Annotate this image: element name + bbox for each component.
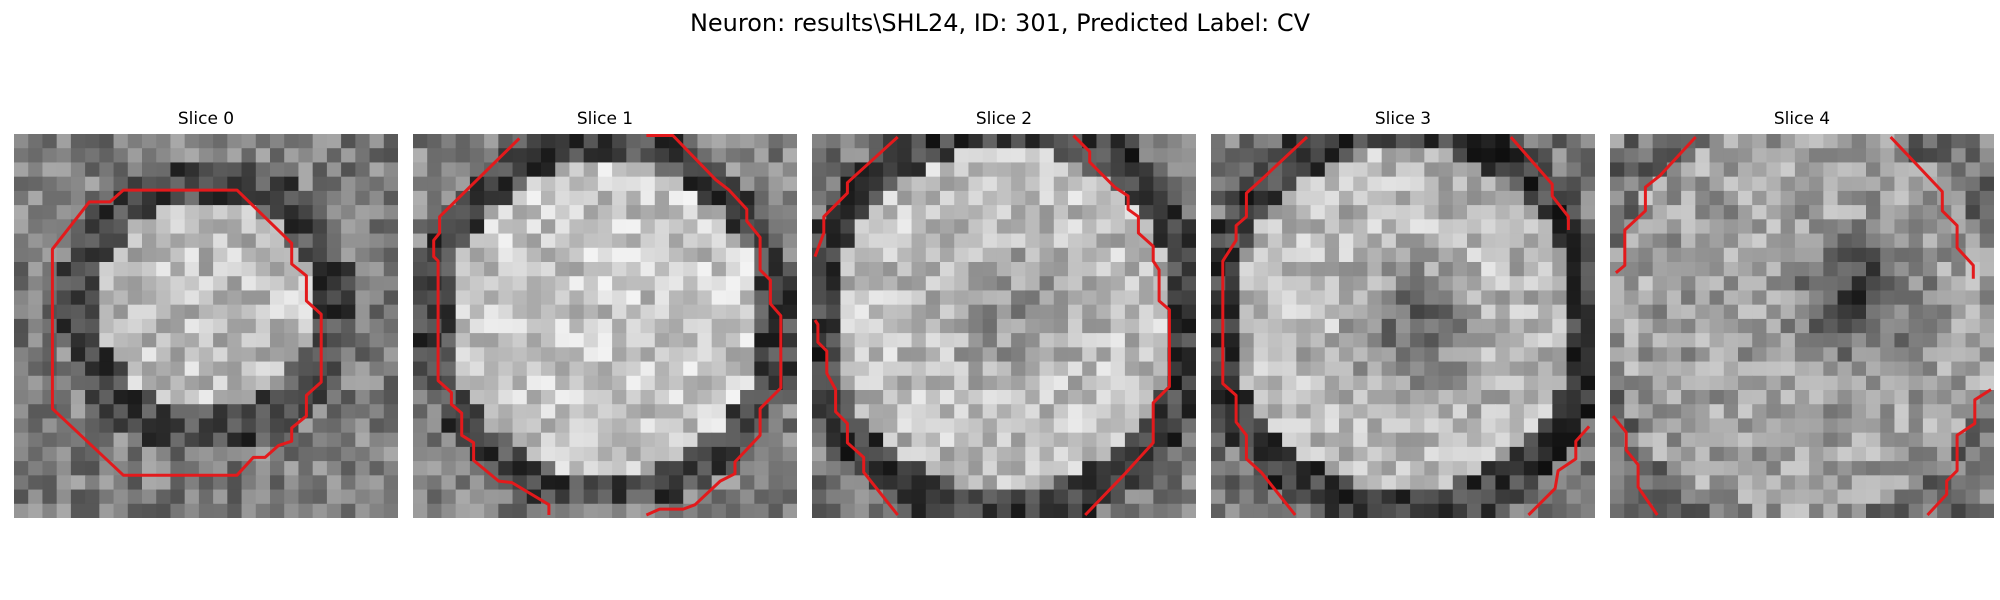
slice-title: Slice 4 (1773, 109, 1831, 129)
segmentation-contour (50, 188, 323, 477)
slice-panel-0: Slice 0 (14, 108, 398, 518)
segmentation-contour (1509, 136, 1570, 230)
microscopy-image (812, 134, 1196, 518)
pixel-grid (1610, 134, 1994, 518)
microscopy-image (413, 134, 797, 518)
slice-title: Slice 1 (576, 109, 634, 129)
segmentation-contour (1221, 135, 1309, 516)
slice-panel-3: Slice 3 (1211, 108, 1595, 518)
slice-title: Slice 2 (975, 109, 1033, 129)
segmentation-contour (1889, 135, 1975, 279)
microscopy-image (1610, 134, 1994, 518)
pixel-grid (413, 134, 797, 518)
segmentation-contour (1527, 425, 1591, 517)
segmentation-contour (813, 319, 899, 516)
slice-panel-4: Slice 4 (1610, 108, 1994, 518)
slice-panel-2: Slice 2 (812, 108, 1196, 518)
microscopy-image (14, 134, 398, 518)
segmentation-contour (1614, 135, 1697, 274)
slice-title: Slice 0 (177, 109, 235, 129)
slice-title: Slice 3 (1374, 109, 1432, 129)
figure-title: Neuron: results\SHL24, ID: 301, Predicte… (689, 9, 1311, 37)
slice-panel-1: Slice 1 (413, 108, 797, 518)
segmentation-contour (1926, 388, 1992, 517)
segmentation-contour (432, 137, 551, 515)
segmentation-contour (1611, 415, 1659, 516)
pixel-grid (14, 134, 398, 518)
pixel-grid (1211, 134, 1595, 518)
segmentation-contour (813, 135, 899, 258)
segmentation-contour (645, 134, 783, 517)
microscopy-image (1211, 134, 1595, 518)
segmentation-contour (1072, 134, 1171, 517)
